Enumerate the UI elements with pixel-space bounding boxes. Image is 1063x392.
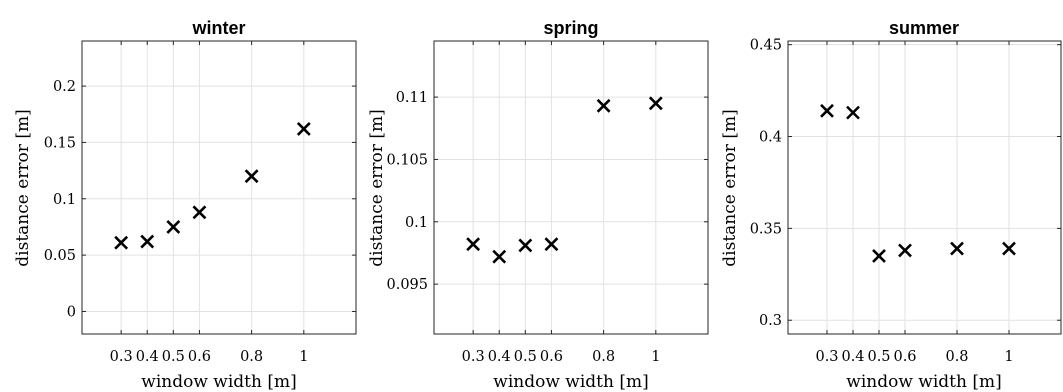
y-tick-label: 0.05 (44, 248, 76, 264)
data-point (166, 220, 181, 234)
x-axis-label: window width [m] (141, 372, 296, 392)
data-point (950, 241, 964, 256)
x-tick-label: 0.6 (893, 349, 916, 365)
y-tick-label: 0.2 (53, 79, 76, 95)
y-axis-label: distance error [m] (720, 109, 740, 266)
y-tick-label: 0.1 (53, 192, 76, 208)
data-point (114, 235, 129, 250)
plot-frame (433, 40, 709, 335)
data-point (898, 243, 912, 258)
subplot-spring: spring 0.3 0.4 0.5 0.6 0.8 1 0.095 0.1 0.105 0.11… (367, 18, 709, 392)
y-axis-label: distance error [m] (367, 109, 387, 266)
data-point (244, 169, 259, 184)
x-tick-label: 0.3 (815, 349, 838, 365)
x-tick-label: 0.5 (514, 349, 537, 365)
x-axis-label: window width [m] (846, 372, 1001, 392)
x-tick-label: 0.5 (162, 349, 185, 365)
data-point (492, 249, 507, 264)
data-point (296, 121, 311, 136)
data-point (872, 249, 886, 263)
data-point (648, 96, 663, 111)
x-tick-label: 0.8 (592, 349, 615, 365)
data-point (140, 234, 155, 249)
subplot-title: summer (889, 18, 959, 38)
x-tick-label: 0.4 (488, 349, 511, 365)
x-tick-label: 0.6 (188, 349, 211, 365)
y-axis-label: distance error [m] (13, 109, 33, 266)
data-point (544, 237, 559, 252)
data-point (1002, 241, 1016, 256)
y-tick-label: 0.1 (405, 215, 428, 231)
x-tick-label: 0.3 (110, 349, 133, 365)
y-tick-label: 0.15 (44, 135, 76, 151)
data-point (518, 238, 533, 253)
data-point (846, 105, 860, 120)
y-tick-label: 0.3 (759, 313, 782, 329)
y-tick-label: 0.4 (759, 130, 782, 146)
y-tick-label: 0 (67, 304, 76, 320)
subplot-title: winter (191, 18, 245, 38)
subplot-winter: winter 0.3 0.4 0.5 0.6 0.8 1 0 0.05 0.1 0.15 0.2 w… (13, 18, 357, 392)
y-tick-label: 0.11 (396, 90, 428, 106)
y-tick-label: 0.105 (386, 152, 428, 168)
plot-frame (787, 40, 1062, 335)
data-point (466, 237, 481, 252)
x-tick-label: 0.4 (841, 349, 864, 365)
y-tick-label: 0.45 (750, 38, 782, 54)
data-point (192, 205, 207, 220)
x-tick-label: 0.3 (462, 349, 485, 365)
y-tick-label: 0.35 (750, 221, 782, 237)
x-tick-label: 0.8 (240, 349, 263, 365)
x-tick-label: 1 (651, 349, 660, 365)
x-tick-label: 0.8 (945, 349, 968, 365)
x-tick-label: 0.4 (136, 349, 159, 365)
data-point (820, 103, 834, 118)
x-axis-label: window width [m] (493, 372, 648, 392)
plot-frame (81, 40, 357, 335)
y-tick-label: 0.095 (386, 277, 428, 293)
subplot-summer: summer 0.3 0.4 0.5 0.6 0.8 10.30.350.40.45 wi… (720, 18, 1062, 392)
x-tick-label: 0.5 (867, 349, 890, 365)
x-tick-label: 1 (299, 349, 308, 365)
data-point (596, 98, 611, 113)
subplot-title: spring (543, 18, 598, 38)
x-tick-label: 0.6 (540, 349, 563, 365)
x-tick-label: 1 (1004, 349, 1013, 365)
